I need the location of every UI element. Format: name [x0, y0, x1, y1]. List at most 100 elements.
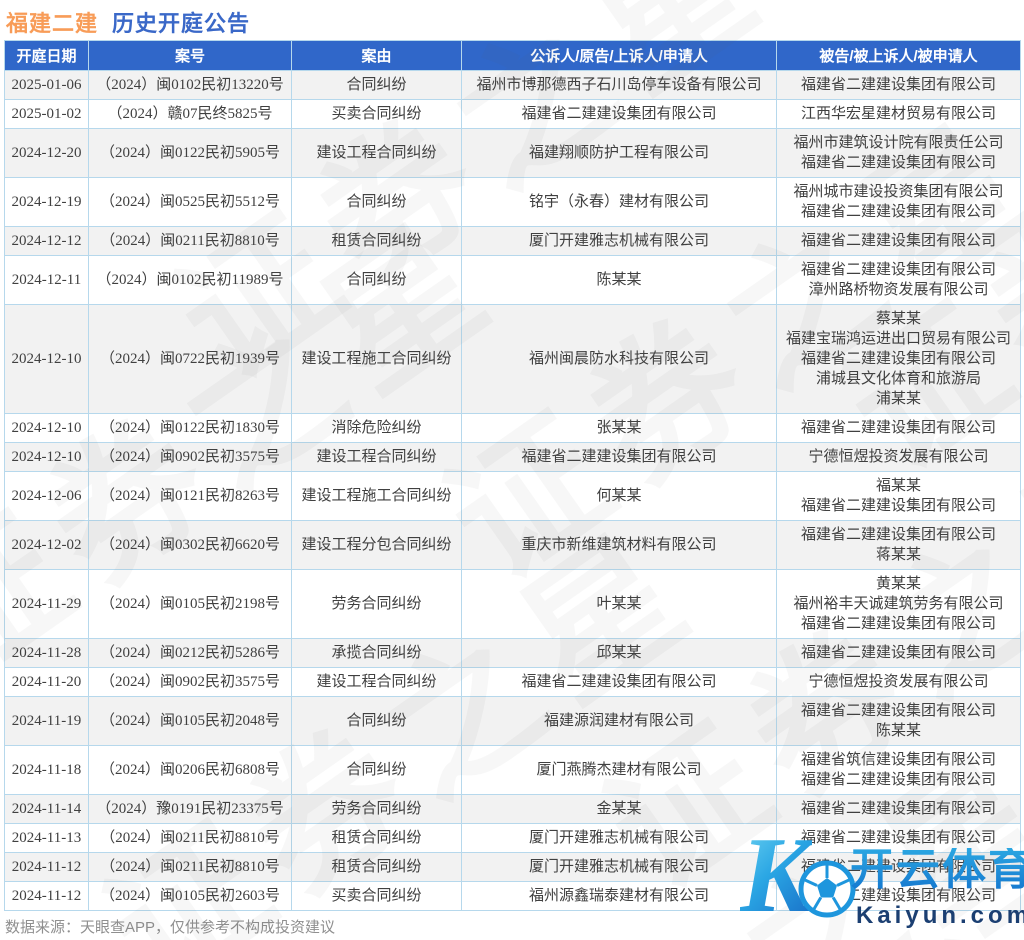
party-name: 福建省二建建设集团有限公司: [521, 449, 717, 465]
party-name: 浦城县文化体育和旅游局: [815, 371, 981, 387]
party-name: 福州城市建设投资集团有限公司: [793, 184, 1004, 200]
hearing-date-cell: 2025-01-06: [4, 70, 89, 100]
hearing-row: 2024-12-19 （2024）闽0525民初5512号 合同纠纷 铭宇（永春）建材…: [4, 177, 1021, 227]
case-number-cell: （2024）闽0302民初6620号: [88, 520, 292, 570]
cause-cell: 建设工程合同纠纷: [291, 442, 462, 472]
party-name: 福建源润建材有限公司: [543, 713, 694, 729]
defendant-cell: 福建省二建建设集团有限公司: [776, 794, 1021, 824]
plaintiff-cell: 张某某: [461, 413, 777, 443]
party-name: 福建省二建建设集团有限公司: [800, 772, 996, 788]
cause-cell: 建设工程施工合同纠纷: [291, 471, 462, 521]
plaintiff-cell: 福建省二建建设集团有限公司: [461, 442, 777, 472]
party-name: 福建省二建建设集团有限公司: [521, 674, 717, 690]
party-name: 陈某某: [875, 723, 921, 739]
case-number-cell: （2024）闽0105民初2603号: [88, 881, 292, 911]
party-name: 浦某某: [875, 391, 921, 407]
plaintiff-cell: 厦门开建雅志机械有限公司: [461, 823, 777, 853]
plaintiff-cell: 福州闽晨防水科技有限公司: [461, 304, 777, 414]
hearing-date-cell: 2024-12-10: [4, 442, 89, 472]
party-name: 张某某: [596, 420, 642, 436]
party-name: 漳州路桥物资发展有限公司: [808, 282, 989, 298]
party-name: 福建省二建建设集团有限公司: [800, 527, 996, 543]
case-number-cell: （2024）闽0105民初2198号: [88, 569, 292, 639]
company-name: 福建二建: [6, 11, 99, 36]
party-name: 福州源鑫瑞泰建材有限公司: [528, 888, 709, 904]
cause-cell: 承揽合同纠纷: [291, 638, 462, 668]
party-name: 福建省二建建设集团有限公司: [800, 204, 996, 220]
party-name: 福某某: [875, 478, 921, 494]
case-number-cell: （2024）闽0722民初1939号: [88, 304, 292, 414]
party-name: 福建省二建建设集团有限公司: [800, 801, 996, 817]
case-number-cell: （2024）闽0525民初5512号: [88, 177, 292, 227]
cause-cell: 建设工程施工合同纠纷: [291, 304, 462, 414]
defendant-cell: 福建省二建建设集团有限公司 陈某某: [776, 696, 1021, 746]
hearing-date-cell: 2024-11-29: [4, 569, 89, 639]
plaintiff-cell: 福建源润建材有限公司: [461, 696, 777, 746]
hearing-date-cell: 2024-11-28: [4, 638, 89, 668]
party-name: 黄某某: [875, 576, 921, 592]
hearing-row: 2024-12-12 （2024）闽0211民初8810号 租赁合同纠纷 厦门开建雅志…: [4, 226, 1021, 256]
party-name: 福建省二建建设集团有限公司: [800, 262, 996, 278]
party-name: 福建省二建建设集团有限公司: [800, 616, 996, 632]
party-name: 福建省二建建设集团有限公司: [800, 420, 996, 436]
cause-cell: 合同纠纷: [291, 745, 462, 795]
party-name: 蔡某某: [875, 311, 921, 327]
case-number-cell: （2024）闽0102民初11989号: [88, 255, 292, 305]
cause-cell: 租赁合同纠纷: [291, 823, 462, 853]
case-number-cell: （2024）闽0211民初8810号: [88, 852, 292, 882]
hearing-date-cell: 2024-11-20: [4, 667, 89, 697]
column-header-2: 案由: [291, 40, 462, 71]
hearing-date-cell: 2024-11-14: [4, 794, 89, 824]
party-name: 何某某: [596, 488, 642, 504]
cause-cell: 买卖合同纠纷: [291, 99, 462, 129]
hearing-row: 2024-12-02 （2024）闽0302民初6620号 建设工程分包合同纠纷 重庆…: [4, 520, 1021, 570]
hearing-date-cell: 2024-11-13: [4, 823, 89, 853]
party-name: 邱某某: [596, 645, 642, 661]
plaintiff-cell: 金某某: [461, 794, 777, 824]
cause-cell: 租赁合同纠纷: [291, 226, 462, 256]
party-name: 福建省二建建设集团有限公司: [800, 77, 996, 93]
kaiyun-logo: K 开云体育 Kaiyun.com: [740, 822, 1024, 940]
hearing-row: 2024-11-29 （2024）闽0105民初2198号 劳务合同纠纷 叶某某 黄某某…: [4, 569, 1021, 639]
party-name: 江西华宏星建材贸易有限公司: [800, 106, 996, 122]
party-name: 陈某某: [596, 272, 642, 288]
plaintiff-cell: 何某某: [461, 471, 777, 521]
case-number-cell: （2024）闽0122民初1830号: [88, 413, 292, 443]
case-number-cell: （2024）闽0206民初6808号: [88, 745, 292, 795]
case-number-cell: （2024）闽0122民初5905号: [88, 128, 292, 178]
party-name: 福州裕丰天诚建筑劳务有限公司: [793, 596, 1004, 612]
party-name: 厦门燕腾杰建材有限公司: [536, 762, 702, 778]
party-name: 重庆市新维建筑材料有限公司: [521, 537, 717, 553]
hearing-row: 2024-12-20 （2024）闽0122民初5905号 建设工程合同纠纷 福建翔顺…: [4, 128, 1021, 178]
hearing-date-cell: 2024-11-12: [4, 852, 89, 882]
cause-cell: 合同纠纷: [291, 70, 462, 100]
party-name: 叶某某: [596, 596, 642, 612]
defendant-cell: 福建省筑信建设集团有限公司 福建省二建建设集团有限公司: [776, 745, 1021, 795]
defendant-cell: 福建省二建建设集团有限公司: [776, 823, 1021, 853]
cause-cell: 买卖合同纠纷: [291, 881, 462, 911]
hearing-date-cell: 2025-01-02: [4, 99, 89, 129]
defendant-cell: 江西华宏星建材贸易有限公司: [776, 99, 1021, 129]
party-name: 福建省筑信建设集团有限公司: [800, 752, 996, 768]
defendant-cell: 福建省二建建设集团有限公司 漳州路桥物资发展有限公司: [776, 255, 1021, 305]
plaintiff-cell: 福建翔顺防护工程有限公司: [461, 128, 777, 178]
soccer-ball-icon: [798, 860, 856, 918]
defendant-cell: 福建省二建建设集团有限公司: [776, 413, 1021, 443]
party-name: 福建省二建建设集团有限公司: [800, 830, 996, 846]
party-name: 福建省二建建设集团有限公司: [800, 351, 996, 367]
party-name: 福建省二建建设集团有限公司: [781, 857, 1016, 877]
party-name: 福建省二建建设集团有限公司: [521, 106, 717, 122]
cause-cell: 建设工程合同纠纷: [291, 128, 462, 178]
plaintiff-cell: 福建省二建建设集团有限公司: [461, 99, 777, 129]
column-header-4: 被告/被上诉人/被申请人: [776, 40, 1021, 71]
party-name: 厦门开建雅志机械有限公司: [528, 859, 709, 875]
hearing-row: 2024-12-06 （2024）闽0121民初8263号 建设工程施工合同纠纷 何某…: [4, 471, 1021, 521]
case-number-cell: （2024）闽0211民初8810号: [88, 226, 292, 256]
plaintiff-cell: 邱某某: [461, 638, 777, 668]
case-number-cell: （2024）赣07民终5825号: [88, 99, 292, 129]
hearing-date-cell: 2024-12-10: [4, 413, 89, 443]
hearing-row: 2024-11-19 （2024）闽0105民初2048号 合同纠纷 福建源润建材有限…: [4, 696, 1021, 746]
hearing-row: 2024-11-28 （2024）闽0212民初5286号 承揽合同纠纷 邱某某 福建省…: [4, 638, 1021, 668]
cause-cell: 劳务合同纠纷: [291, 569, 462, 639]
